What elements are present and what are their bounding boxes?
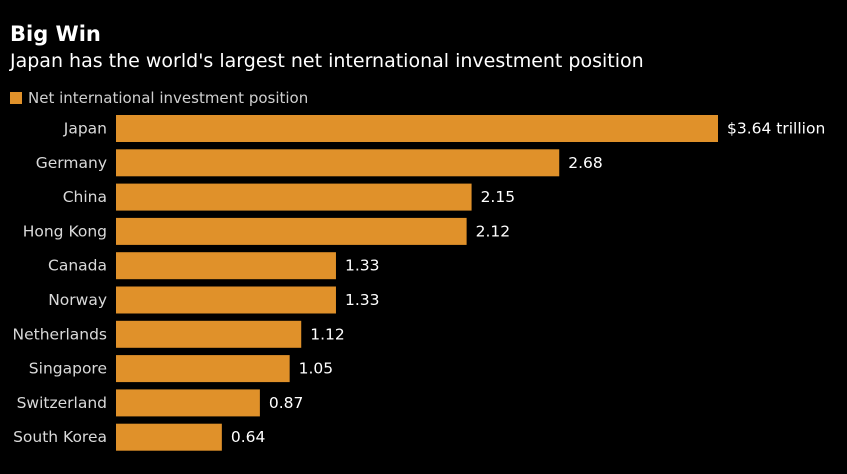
category-label: Germany <box>36 154 107 172</box>
bar <box>116 149 560 177</box>
chart-subtitle: Japan has the world's largest net intern… <box>10 50 644 72</box>
data-label: 2.15 <box>481 188 516 206</box>
data-label: 1.33 <box>345 291 380 309</box>
data-label: 1.33 <box>345 257 380 275</box>
legend-swatch <box>10 92 22 104</box>
category-label: China <box>63 188 107 206</box>
legend: Net international investment position <box>10 86 308 110</box>
data-label: 1.05 <box>299 360 334 378</box>
category-label: Japan <box>63 120 107 138</box>
bar <box>116 423 222 451</box>
bar <box>116 115 718 142</box>
data-label: 2.12 <box>476 222 511 240</box>
data-label: 2.68 <box>568 154 603 172</box>
bar <box>116 286 336 314</box>
bar <box>116 389 260 417</box>
bar <box>116 320 302 348</box>
category-label: Netherlands <box>13 325 107 343</box>
bar <box>116 183 472 211</box>
bar <box>116 252 336 280</box>
category-label: Singapore <box>29 360 107 378</box>
category-label: South Korea <box>13 428 107 446</box>
data-label: 0.87 <box>269 394 304 412</box>
chart-title: Big Win <box>10 22 101 46</box>
category-label: Norway <box>48 291 107 309</box>
data-label: 1.12 <box>310 325 345 343</box>
data-label: $3.64 trillion <box>727 120 825 138</box>
category-label: Switzerland <box>17 394 107 412</box>
bar <box>116 217 467 245</box>
data-label: 0.64 <box>231 428 266 446</box>
category-label: Canada <box>48 257 107 275</box>
bar <box>116 355 290 383</box>
legend-label: Net international investment position <box>28 89 309 107</box>
category-label: Hong Kong <box>23 222 107 240</box>
